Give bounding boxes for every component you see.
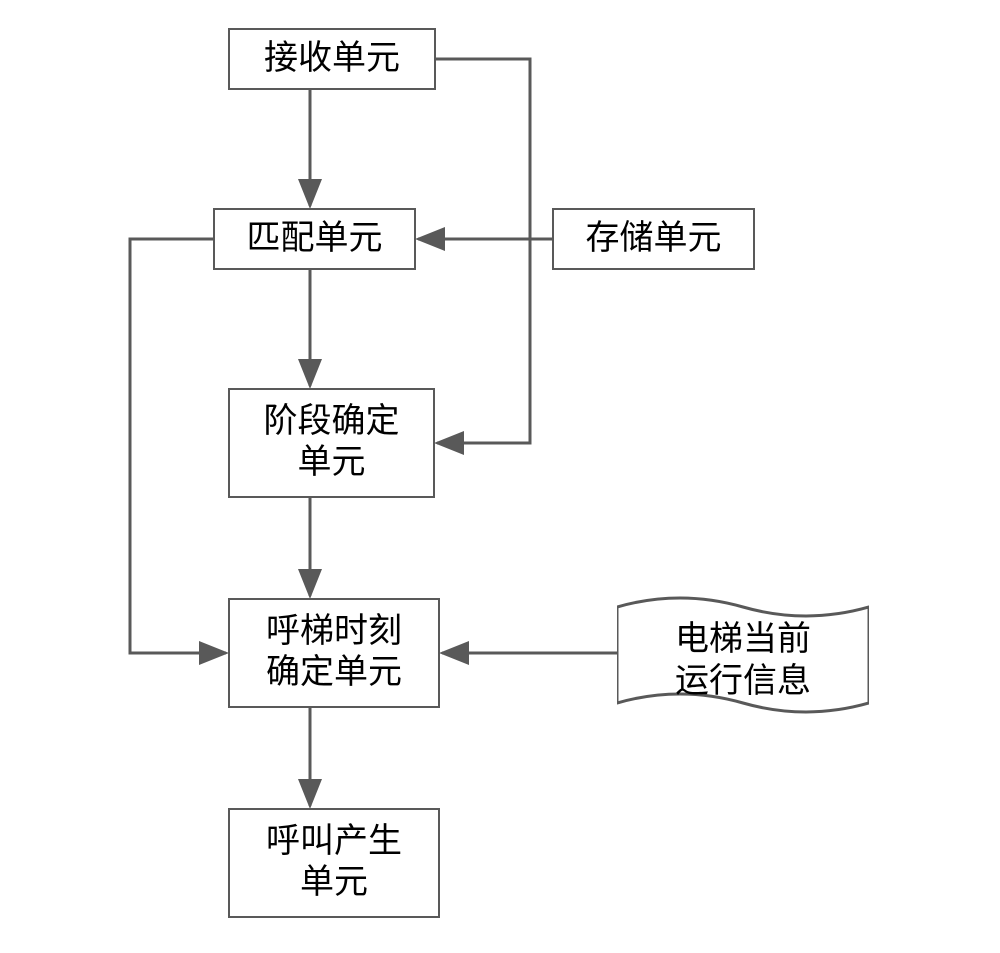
node-callgen-label: 呼叫产生 单元 xyxy=(266,822,402,904)
node-match: 匹配单元 xyxy=(213,208,416,270)
node-runinfo-label: 电梯当前 运行信息 xyxy=(675,619,811,704)
node-receive-label: 接收单元 xyxy=(264,39,400,80)
node-match-label: 匹配单元 xyxy=(247,219,383,260)
edge-receive-stage xyxy=(436,59,530,443)
node-storage-label: 存储单元 xyxy=(586,219,722,260)
node-runinfo: 电梯当前 运行信息 xyxy=(617,593,869,721)
node-storage: 存储单元 xyxy=(552,208,755,270)
node-calltime: 呼梯时刻 确定单元 xyxy=(228,598,440,708)
node-receive: 接收单元 xyxy=(228,28,436,90)
edge-match-calltime xyxy=(130,239,226,653)
flowchart-arrows xyxy=(0,0,1000,953)
node-stage: 阶段确定 单元 xyxy=(228,388,435,498)
node-callgen: 呼叫产生 单元 xyxy=(228,808,440,918)
node-stage-label: 阶段确定 单元 xyxy=(264,402,400,484)
node-calltime-label: 呼梯时刻 确定单元 xyxy=(266,612,402,694)
